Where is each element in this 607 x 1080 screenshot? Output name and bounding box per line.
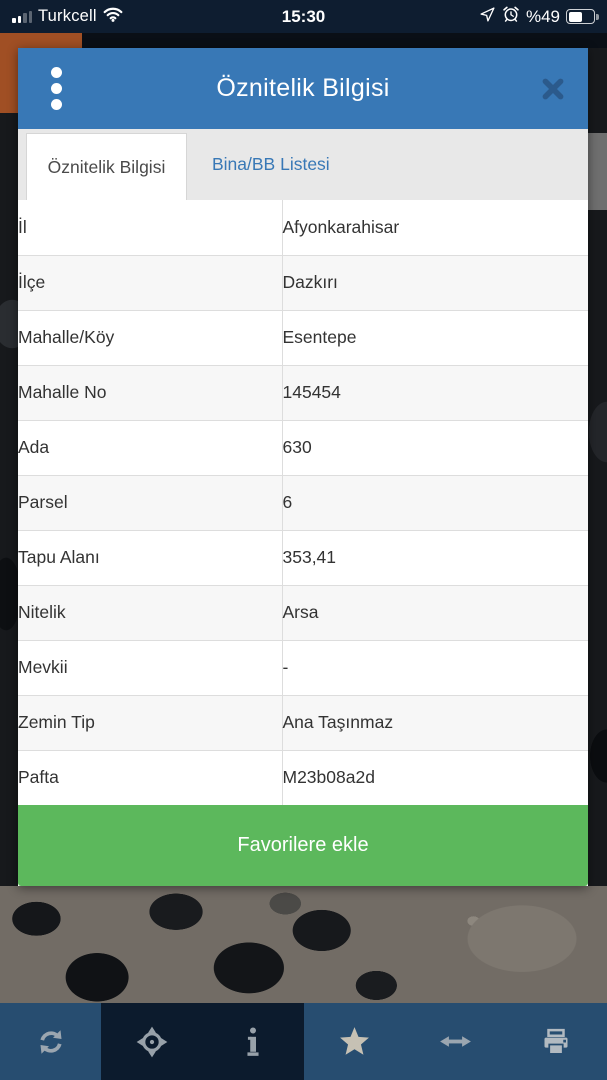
vertical-dots-menu-icon[interactable] xyxy=(51,67,62,110)
table-row: Mevkii - xyxy=(18,639,588,695)
row-label: Parsel xyxy=(18,474,282,530)
locate-button[interactable] xyxy=(101,1003,203,1080)
tab-bina-bb-listesi[interactable]: Bina/BB Listesi xyxy=(212,154,330,174)
table-row: Pafta M23b08a2d xyxy=(18,749,588,805)
measure-button[interactable] xyxy=(404,1003,506,1080)
signal-strength-icon xyxy=(12,10,32,23)
info-icon xyxy=(246,1026,260,1057)
row-value: 145454 xyxy=(281,364,588,420)
status-bar: Turkcell 15:30 %49 xyxy=(0,0,607,33)
dialog-tabbar: Öznitelik Bilgisi Bina/BB Listesi xyxy=(18,129,588,200)
row-value: Dazkırı xyxy=(281,254,588,310)
favorites-button[interactable] xyxy=(303,1003,405,1080)
dialog-header: Öznitelik Bilgisi xyxy=(18,48,588,129)
crosshair-icon xyxy=(136,1026,168,1058)
print-button[interactable] xyxy=(505,1003,607,1080)
row-value: - xyxy=(281,639,588,695)
attribute-table-body: İl Afyonkarahisar İlçe Dazkırı Mahalle/Köy Es… xyxy=(18,200,588,805)
attribute-info-dialog: Öznitelik Bilgisi Öznitelik Bilgisi Bina… xyxy=(18,48,588,886)
row-label: Zemin Tip xyxy=(18,694,282,750)
dialog-title: Öznitelik Bilgisi xyxy=(216,74,390,102)
attribute-table: İl Afyonkarahisar İlçe Dazkırı Mahalle/Köy Es… xyxy=(18,200,588,805)
close-icon[interactable] xyxy=(540,76,566,102)
row-label: Mahalle/Köy xyxy=(18,309,282,365)
carrier-label: Turkcell xyxy=(38,7,97,25)
battery-icon xyxy=(566,9,599,24)
map-toolbar xyxy=(0,1003,607,1080)
star-icon xyxy=(338,1025,371,1058)
table-row: İlçe Dazkırı xyxy=(18,254,588,310)
row-value: Afyonkarahisar xyxy=(281,200,588,255)
refresh-button[interactable] xyxy=(0,1003,102,1080)
tab-oznitelik-bilgisi[interactable]: Öznitelik Bilgisi xyxy=(26,133,187,200)
row-value: 6 xyxy=(281,474,588,530)
table-row: Parsel 6 xyxy=(18,474,588,530)
row-value: 353,41 xyxy=(281,529,588,585)
row-value: 630 xyxy=(281,419,588,475)
row-label: Pafta xyxy=(18,749,282,805)
map-gray-patch xyxy=(588,133,607,210)
refresh-icon xyxy=(36,1027,66,1057)
row-value: Ana Taşınmaz xyxy=(281,694,588,750)
row-label: İlçe xyxy=(18,254,282,310)
row-value: Arsa xyxy=(281,584,588,640)
satellite-map-bottom xyxy=(0,886,607,1003)
table-row: Ada 630 xyxy=(18,419,588,475)
row-label: Mahalle No xyxy=(18,364,282,420)
row-label: Nitelik xyxy=(18,584,282,640)
table-row: Mahalle No 145454 xyxy=(18,364,588,420)
add-to-favorites-button[interactable]: Favorilere ekle xyxy=(18,805,588,886)
table-row: Zemin Tip Ana Taşınmaz xyxy=(18,694,588,750)
battery-percent-label: %49 xyxy=(525,6,560,26)
row-value: Esentepe xyxy=(281,309,588,365)
location-arrow-icon xyxy=(479,6,496,28)
background-strip xyxy=(0,33,607,48)
resize-horizontal-icon xyxy=(439,1025,472,1058)
table-row: İl Afyonkarahisar xyxy=(18,200,588,255)
row-label: Ada xyxy=(18,419,282,475)
row-label: Tapu Alanı xyxy=(18,529,282,585)
info-button[interactable] xyxy=(202,1003,304,1080)
table-row: Mahalle/Köy Esentepe xyxy=(18,309,588,365)
row-value: M23b08a2d xyxy=(281,749,588,805)
row-label: İl xyxy=(18,216,27,237)
print-icon xyxy=(541,1027,571,1057)
row-label: Mevkii xyxy=(18,639,282,695)
table-row: Nitelik Arsa xyxy=(18,584,588,640)
alarm-clock-icon xyxy=(502,5,520,28)
table-row: Tapu Alanı 353,41 xyxy=(18,529,588,585)
wifi-icon xyxy=(103,6,123,27)
